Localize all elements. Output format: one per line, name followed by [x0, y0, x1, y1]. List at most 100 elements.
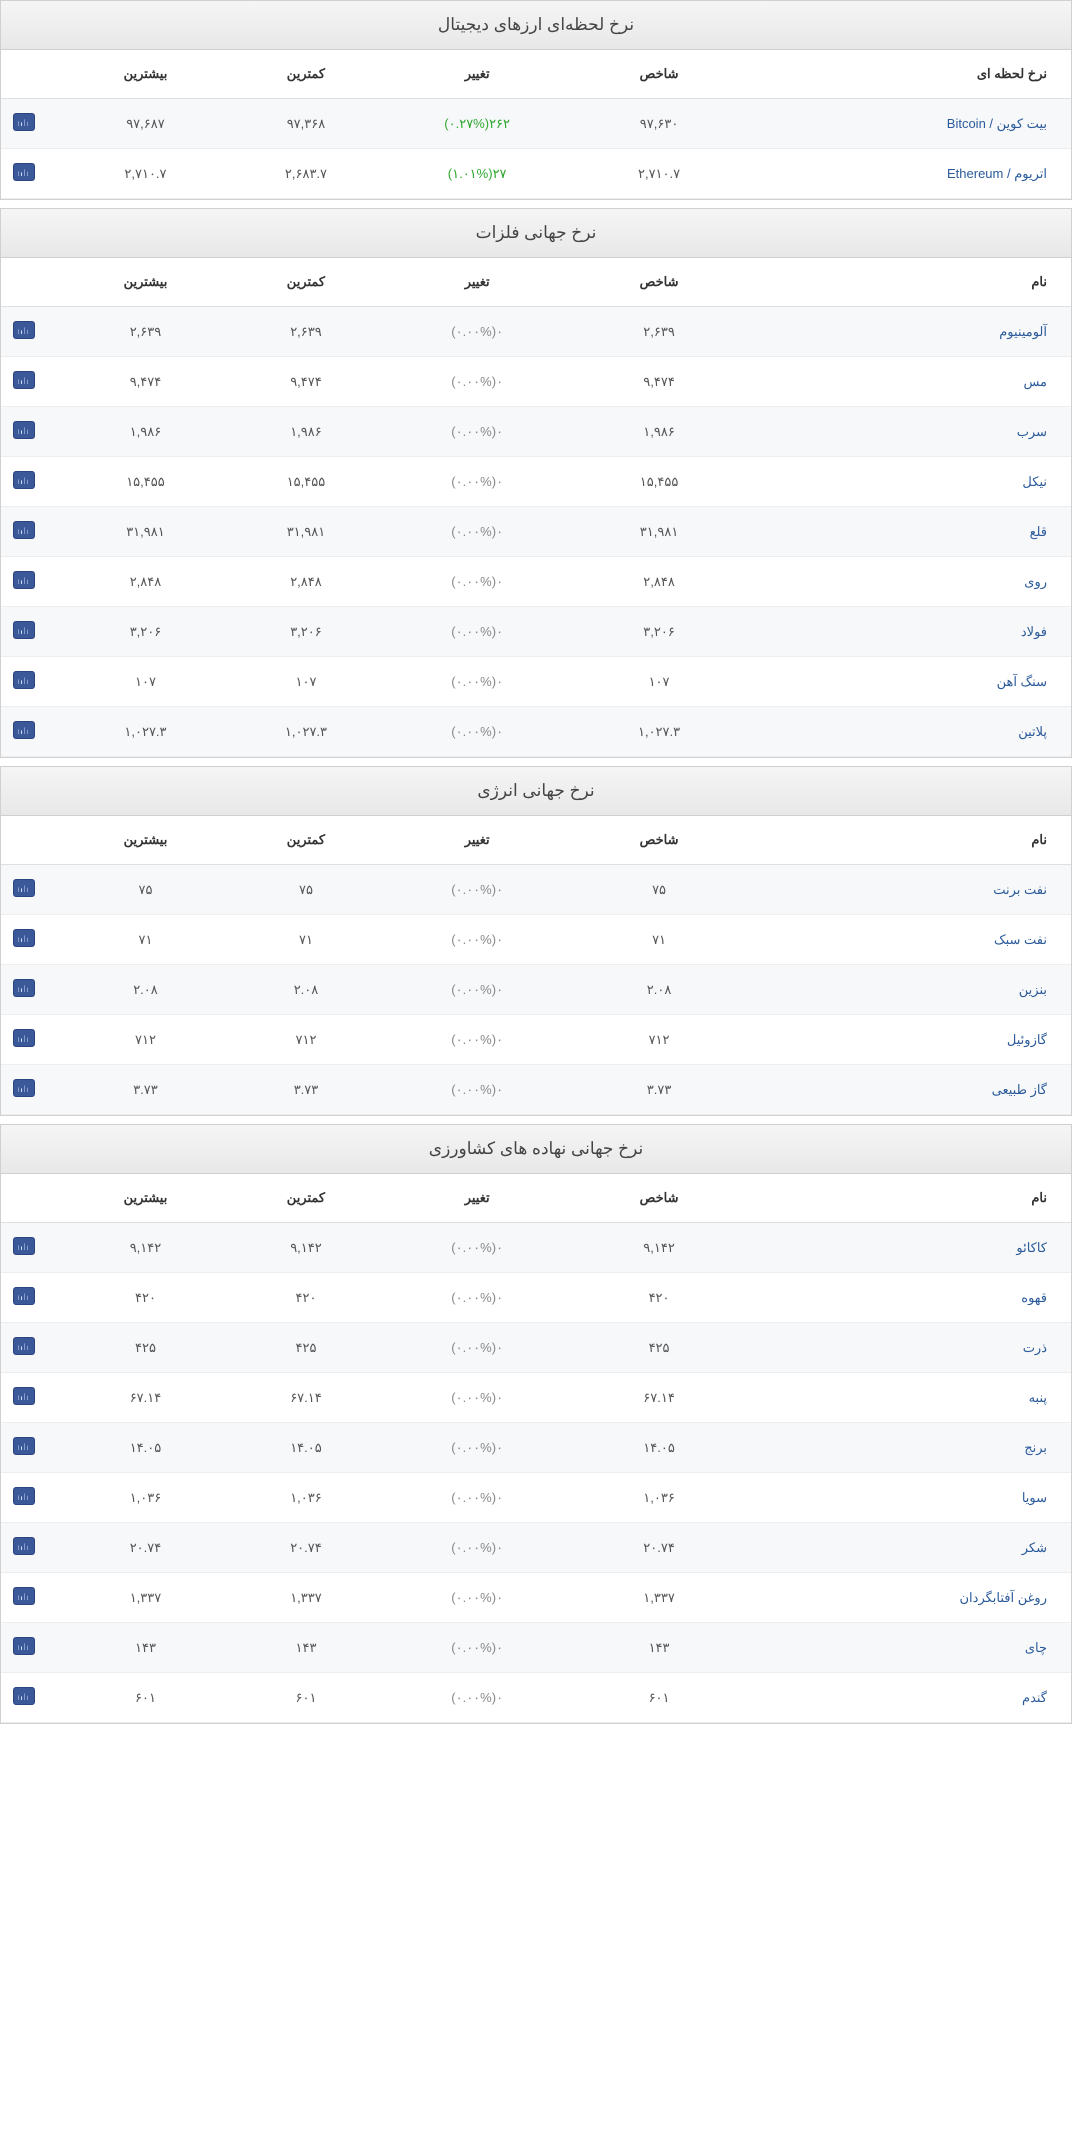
index-value: ۲,۶۳۹ [568, 307, 750, 357]
rates-section: نرخ جهانی انرژینامشاخصتغییرکمترینبیشترین… [0, 766, 1072, 1116]
high-value: ۲,۷۱۰.۷ [65, 149, 226, 199]
change-value: (۰.۰۰%)۰ [386, 1065, 568, 1115]
item-link[interactable]: گاز طبیعی [992, 1082, 1047, 1097]
low-value: ۱۰۷ [226, 657, 387, 707]
chart-icon[interactable] [13, 621, 35, 639]
item-name-cell: چای [750, 1623, 1071, 1673]
item-link[interactable]: آلومینیوم [999, 324, 1047, 339]
item-link[interactable]: سرب [1017, 424, 1047, 439]
table-row: برنج۱۴.۰۵(۰.۰۰%)۰۱۴.۰۵۱۴.۰۵ [1, 1423, 1071, 1473]
chart-icon[interactable] [13, 1079, 35, 1097]
change-amount: ۰ [496, 1490, 503, 1505]
header-index: شاخص [568, 50, 750, 99]
index-value: ۱,۹۸۶ [568, 407, 750, 457]
change-value: (۰.۰۰%)۰ [386, 1473, 568, 1523]
item-name-cell: سنگ آهن [750, 657, 1071, 707]
item-link[interactable]: برنج [1024, 1440, 1047, 1455]
item-link[interactable]: پنبه [1029, 1390, 1047, 1405]
change-percent: (۰.۰۰%) [451, 1290, 496, 1305]
change-value: (۰.۰۰%)۰ [386, 1423, 568, 1473]
item-link[interactable]: نفت سبک [994, 932, 1047, 947]
chart-icon[interactable] [13, 929, 35, 947]
item-link[interactable]: روغن آفتابگردان [960, 1590, 1048, 1605]
change-value: (۰.۰۰%)۰ [386, 915, 568, 965]
item-link[interactable]: نفت برنت [993, 882, 1047, 897]
chart-icon[interactable] [13, 113, 35, 131]
item-link[interactable]: گندم [1022, 1690, 1047, 1705]
change-value: (۰.۰۰%)۰ [386, 357, 568, 407]
change-amount: ۲۷ [493, 166, 507, 181]
index-value: ۱۰۷ [568, 657, 750, 707]
chart-icon[interactable] [13, 471, 35, 489]
item-link[interactable]: مس [1023, 374, 1047, 389]
chart-icon[interactable] [13, 1387, 35, 1405]
chart-icon[interactable] [13, 1487, 35, 1505]
rates-table: نامشاخصتغییرکمترینبیشترینکاکائو۹,۱۴۲(۰.۰… [1, 1174, 1071, 1723]
chart-icon[interactable] [13, 671, 35, 689]
chart-icon[interactable] [13, 421, 35, 439]
item-name-cell: قلع [750, 507, 1071, 557]
change-percent: (۰.۰۰%) [451, 1032, 496, 1047]
table-row: فولاد۳,۲۰۶(۰.۰۰%)۰۳,۲۰۶۳,۲۰۶ [1, 607, 1071, 657]
item-link[interactable]: ذرت [1023, 1340, 1047, 1355]
high-value: ۳.۷۳ [65, 1065, 226, 1115]
chart-icon[interactable] [13, 1237, 35, 1255]
change-value: (۰.۰۰%)۰ [386, 657, 568, 707]
chart-icon[interactable] [13, 1029, 35, 1047]
chart-icon-cell [1, 1673, 65, 1723]
low-value: ۶۷.۱۴ [226, 1373, 387, 1423]
high-value: ۷۵ [65, 865, 226, 915]
item-link[interactable]: پلاتین [1018, 724, 1047, 739]
change-value: (۰.۰۰%)۰ [386, 1273, 568, 1323]
chart-icon[interactable] [13, 721, 35, 739]
item-link[interactable]: سویا [1022, 1490, 1047, 1505]
item-link[interactable]: قلع [1030, 524, 1047, 539]
table-row: سویا۱,۰۳۶(۰.۰۰%)۰۱,۰۳۶۱,۰۳۶ [1, 1473, 1071, 1523]
low-value: ۳,۲۰۶ [226, 607, 387, 657]
high-value: ۴۲۰ [65, 1273, 226, 1323]
item-link[interactable]: نیکل [1022, 474, 1047, 489]
high-value: ۱۴.۰۵ [65, 1423, 226, 1473]
item-link[interactable]: قهوه [1021, 1290, 1047, 1305]
item-link[interactable]: اتریوم / Ethereum [947, 166, 1047, 181]
chart-icon[interactable] [13, 879, 35, 897]
high-value: ۳,۲۰۶ [65, 607, 226, 657]
change-value: (۰.۰۰%)۰ [386, 507, 568, 557]
rates-section: نرخ لحظه‌ای ارزهای دیجیتالنرخ لحظه ایشاخ… [0, 0, 1072, 200]
chart-icon[interactable] [13, 571, 35, 589]
chart-icon[interactable] [13, 1287, 35, 1305]
chart-icon[interactable] [13, 979, 35, 997]
change-percent: (۰.۰۰%) [451, 374, 496, 389]
index-value: ۱,۰۳۶ [568, 1473, 750, 1523]
item-name-cell: نیکل [750, 457, 1071, 507]
item-link[interactable]: کاکائو [1016, 1240, 1047, 1255]
table-row: آلومینیوم۲,۶۳۹(۰.۰۰%)۰۲,۶۳۹۲,۶۳۹ [1, 307, 1071, 357]
chart-icon[interactable] [13, 1687, 35, 1705]
item-link[interactable]: شکر [1022, 1540, 1047, 1555]
chart-icon-cell [1, 307, 65, 357]
chart-icon[interactable] [13, 521, 35, 539]
chart-icon[interactable] [13, 1337, 35, 1355]
change-percent: (۰.۰۰%) [451, 1340, 496, 1355]
header-low: کمترین [226, 816, 387, 865]
item-link[interactable]: چای [1025, 1640, 1047, 1655]
chart-icon[interactable] [13, 163, 35, 181]
item-link[interactable]: روی [1024, 574, 1047, 589]
item-link[interactable]: سنگ آهن [997, 674, 1047, 689]
item-link[interactable]: گازوئیل [1007, 1032, 1047, 1047]
chart-icon-cell [1, 1623, 65, 1673]
item-link[interactable]: بیت کوین / Bitcoin [947, 116, 1047, 131]
low-value: ۷۵ [226, 865, 387, 915]
item-name-cell: گاز طبیعی [750, 1065, 1071, 1115]
chart-icon[interactable] [13, 1537, 35, 1555]
section-title: نرخ جهانی فلزات [1, 209, 1071, 258]
chart-icon[interactable] [13, 1637, 35, 1655]
item-link[interactable]: فولاد [1021, 624, 1047, 639]
chart-icon[interactable] [13, 1587, 35, 1605]
item-link[interactable]: بنزین [1019, 982, 1047, 997]
chart-icon[interactable] [13, 321, 35, 339]
index-value: ۱۴.۰۵ [568, 1423, 750, 1473]
chart-icon[interactable] [13, 1437, 35, 1455]
chart-icon[interactable] [13, 371, 35, 389]
high-value: ۹,۴۷۴ [65, 357, 226, 407]
